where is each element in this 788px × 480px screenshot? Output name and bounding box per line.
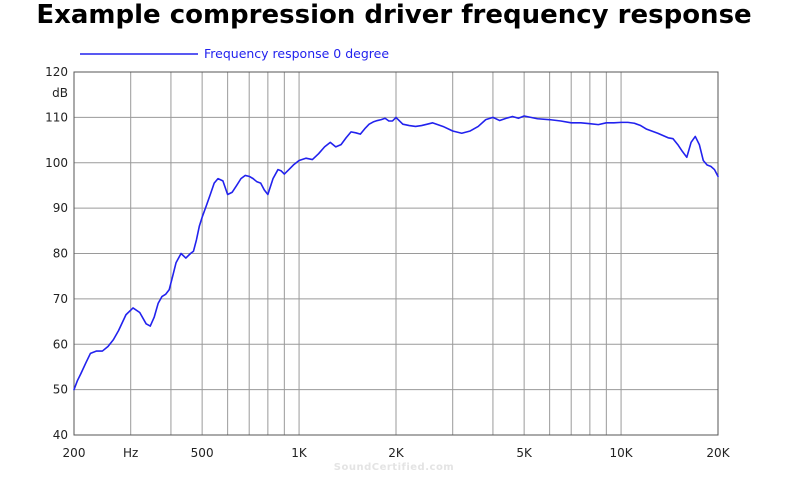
series-line <box>73 115 719 391</box>
x-tick-label: 500 <box>191 446 214 460</box>
y-tick-label: 60 <box>53 337 68 351</box>
series-layer <box>73 115 719 391</box>
legend-label: Frequency response 0 degree <box>204 46 389 61</box>
x-tick-label: 200 <box>63 446 86 460</box>
y-tick-label: 80 <box>53 247 68 261</box>
y-tick-label: 90 <box>53 201 68 215</box>
y-tick-label: 50 <box>53 383 68 397</box>
y-tick-label: 40 <box>53 428 68 442</box>
y-tick-label: 110 <box>45 110 68 124</box>
y-tick-label: 100 <box>45 156 68 170</box>
y-tick-label: 70 <box>53 292 68 306</box>
plot-frame <box>73 71 719 436</box>
x-tick-label: Hz <box>123 446 138 460</box>
chart-title: Example compression driver frequency res… <box>36 0 752 30</box>
x-tick-label: 10K <box>609 446 633 460</box>
x-tick-label: 2K <box>388 446 405 460</box>
legend: Frequency response 0 degree <box>80 46 389 61</box>
x-tick-label: 20K <box>706 446 730 460</box>
watermark: SoundCertified.com <box>333 462 455 473</box>
x-axis-ticks: 200 Hz 500 1K 2K 5K 10K 20K <box>63 446 731 460</box>
y-tick-label: 120 <box>45 65 68 79</box>
x-tick-label: 1K <box>291 446 308 460</box>
y-axis-ticks: 40 50 60 70 80 90 100 110 120 <box>45 65 68 442</box>
grid <box>74 72 718 435</box>
x-tick-label: 5K <box>516 446 533 460</box>
y-axis-label: dB <box>52 86 68 100</box>
